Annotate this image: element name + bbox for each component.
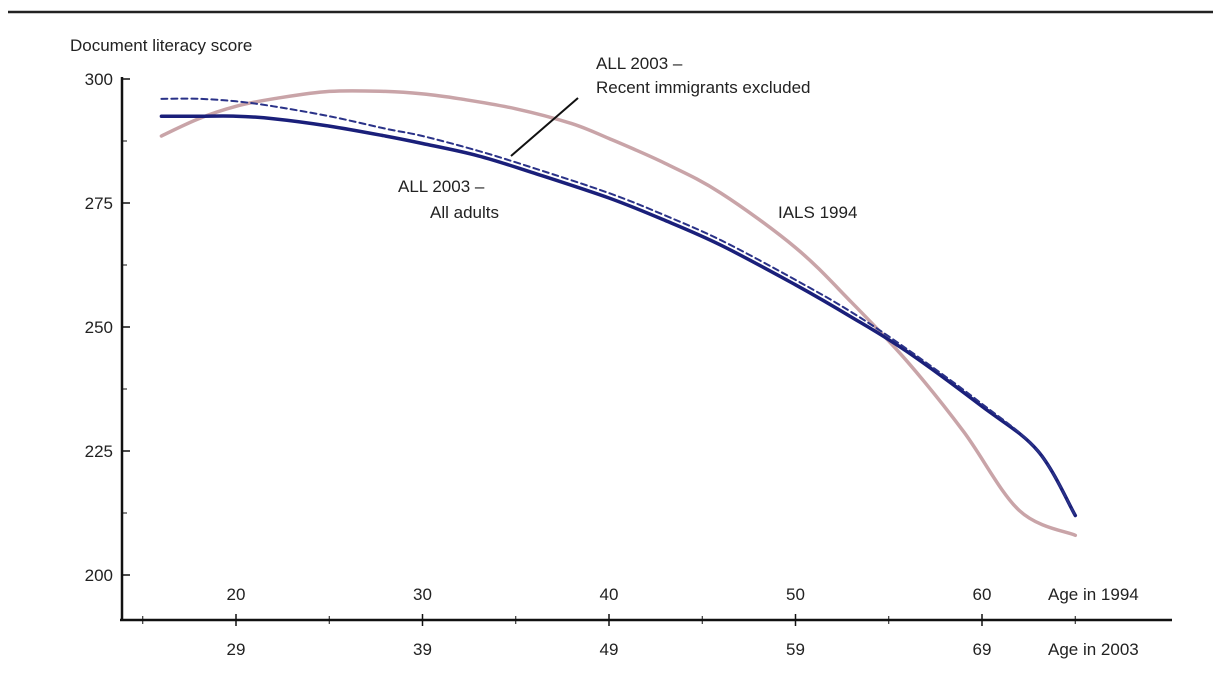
y-tick-label: 275 bbox=[85, 194, 113, 213]
x-top-tick-label: 30 bbox=[413, 585, 432, 604]
x-axis-top-label: Age in 1994 bbox=[1048, 585, 1139, 604]
y-tick-label: 250 bbox=[85, 318, 113, 337]
annotation-immigrants-line1: ALL 2003 – bbox=[596, 54, 683, 73]
x-bottom-tick-label: 59 bbox=[786, 640, 805, 659]
x-bottom-tick-label: 69 bbox=[973, 640, 992, 659]
y-tick-label: 300 bbox=[85, 70, 113, 89]
series-all-2003-immigrants-excluded bbox=[160, 97, 1077, 517]
series-all-2003-all-adults bbox=[159, 114, 1078, 518]
x-ticks: 20 29 30 39 40 49 50 59 60 69 bbox=[142, 585, 1076, 659]
x-bottom-tick-label: 39 bbox=[413, 640, 432, 659]
annotation-ials-1994: IALS 1994 bbox=[778, 203, 857, 222]
y-tick-label: 200 bbox=[85, 566, 113, 585]
x-axis-bottom-label: Age in 2003 bbox=[1048, 640, 1139, 659]
annotation-all-adults-line2: All adults bbox=[430, 203, 499, 222]
x-bottom-tick-label: 49 bbox=[600, 640, 619, 659]
x-top-tick-label: 60 bbox=[973, 585, 992, 604]
x-top-tick-label: 20 bbox=[227, 585, 246, 604]
y-tick-label: 225 bbox=[85, 442, 113, 461]
y-axis-label: Document literacy score bbox=[70, 36, 252, 55]
x-bottom-tick-label: 29 bbox=[227, 640, 246, 659]
annotation-immigrants-line2: Recent immigrants excluded bbox=[596, 78, 810, 97]
x-top-tick-label: 40 bbox=[600, 585, 619, 604]
x-top-tick-label: 50 bbox=[786, 585, 805, 604]
annotation-all-adults-line1: ALL 2003 – bbox=[398, 177, 485, 196]
series-ials-1994 bbox=[159, 89, 1078, 538]
annotation-leader-line bbox=[510, 97, 579, 157]
series-layer bbox=[159, 89, 1078, 538]
y-ticks: 200 225 250 275 300 bbox=[85, 70, 130, 585]
